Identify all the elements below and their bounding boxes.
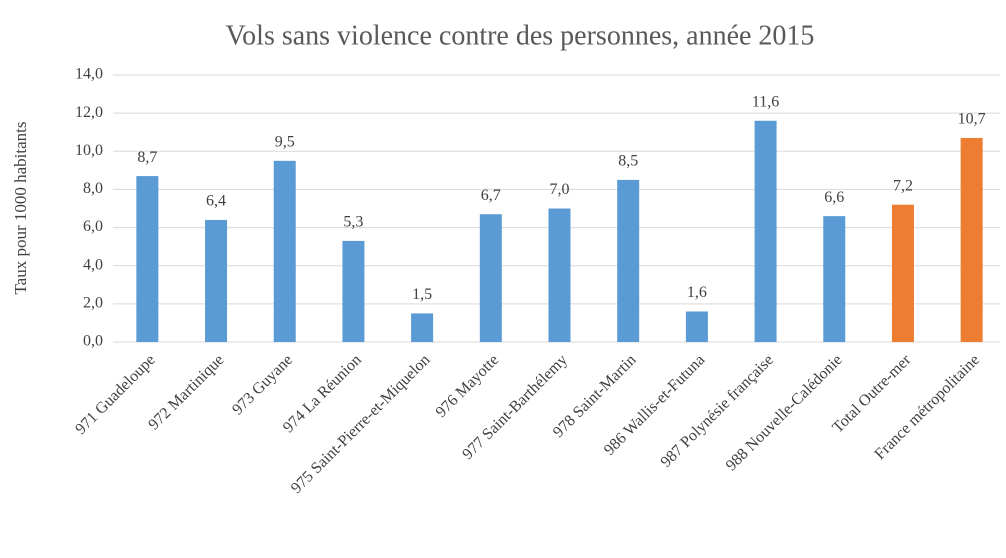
x-tick-label: 975 Saint-Pierre-et-Miquelon bbox=[288, 351, 434, 497]
value-label: 8,5 bbox=[618, 153, 638, 170]
y-axis-title: Taux pour 1000 habitants bbox=[11, 121, 30, 294]
value-label: 6,7 bbox=[481, 187, 501, 204]
x-tick-label: 976 Mayotte bbox=[433, 351, 503, 421]
bar bbox=[685, 311, 708, 342]
y-tick-label: 10,0 bbox=[75, 142, 103, 159]
value-label: 6,6 bbox=[824, 189, 844, 206]
bar bbox=[411, 313, 434, 342]
y-tick-label: 2,0 bbox=[83, 295, 103, 312]
y-tick-label: 0,0 bbox=[83, 333, 103, 350]
x-tick-label: 987 Polynésie française bbox=[658, 351, 777, 470]
bar bbox=[273, 160, 296, 342]
x-tick-label: 971 Guadeloupe bbox=[72, 351, 158, 437]
bar bbox=[479, 214, 502, 342]
y-tick-label: 8,0 bbox=[83, 180, 103, 197]
value-label: 11,6 bbox=[752, 93, 779, 110]
y-tick-label: 4,0 bbox=[83, 256, 103, 273]
x-tick-label: 988 Nouvelle-Calédonie bbox=[723, 351, 846, 474]
bar bbox=[548, 208, 571, 342]
bar bbox=[754, 120, 777, 343]
bar bbox=[891, 204, 914, 342]
value-label: 6,4 bbox=[206, 193, 226, 210]
bar bbox=[960, 137, 983, 342]
y-tick-label: 14,0 bbox=[75, 66, 103, 83]
y-tick-label: 12,0 bbox=[75, 104, 103, 121]
bar bbox=[136, 176, 159, 342]
value-label: 9,5 bbox=[275, 133, 295, 150]
bar bbox=[823, 216, 846, 342]
value-label: 5,3 bbox=[343, 214, 363, 231]
bar bbox=[342, 240, 365, 342]
x-tick-label: 973 Guyane bbox=[229, 351, 296, 418]
value-label: 7,2 bbox=[893, 177, 913, 194]
value-label: 10,7 bbox=[958, 111, 986, 128]
value-label: 1,5 bbox=[412, 286, 432, 303]
bar bbox=[617, 179, 640, 342]
y-tick-label: 6,0 bbox=[83, 218, 103, 235]
bar bbox=[205, 219, 228, 342]
value-label: 7,0 bbox=[550, 181, 570, 198]
value-label: 8,7 bbox=[137, 149, 157, 166]
chart-title: Vols sans violence contre des personnes,… bbox=[226, 20, 815, 51]
value-label: 1,6 bbox=[687, 284, 707, 301]
